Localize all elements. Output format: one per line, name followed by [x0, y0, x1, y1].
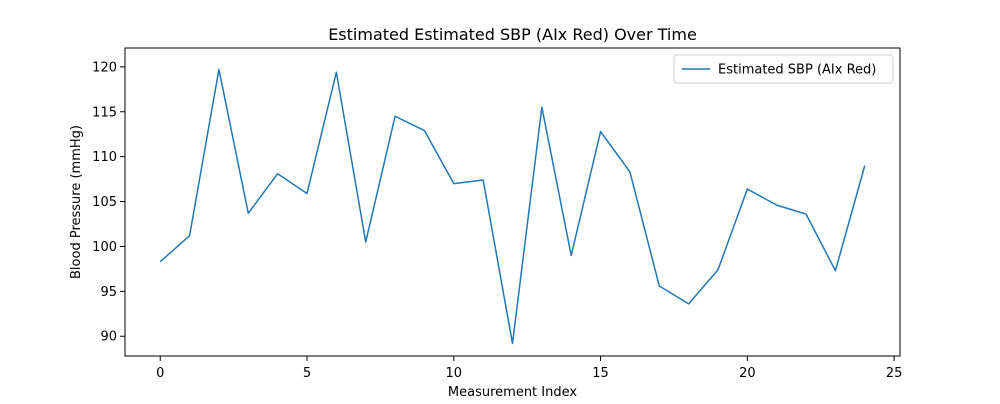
y-tick-label: 120 [92, 60, 117, 75]
y-tick-label: 100 [92, 240, 117, 255]
y-axis: 90 95 100 105 110 115 120 [92, 60, 125, 345]
y-tick-label: 110 [92, 150, 117, 165]
x-tick-label: 15 [592, 366, 609, 381]
legend-box [673, 54, 894, 84]
y-tick-label: 115 [92, 105, 117, 120]
y-tick-label: 95 [100, 285, 117, 300]
legend-label: Estimated SBP (AIx Red) [718, 63, 876, 78]
x-tick-label: 0 [156, 366, 164, 381]
series-line [159, 68, 866, 345]
x-tick-label: 25 [886, 366, 903, 381]
y-tick-label: 105 [92, 195, 117, 210]
y-tick-label: 90 [100, 330, 117, 345]
x-axis: 0 5 10 15 20 25 [156, 356, 902, 381]
plot-area [124, 47, 901, 357]
chart-title: Estimated Estimated SBP (AIx Red) Over T… [328, 25, 697, 44]
x-tick-label: 5 [303, 366, 311, 381]
x-axis-label: Measurement Index [448, 385, 577, 400]
x-tick-label: 10 [446, 366, 463, 381]
plot-frame [124, 47, 901, 357]
x-tick-label: 20 [739, 366, 756, 381]
series-layer [159, 68, 866, 345]
legend: Estimated SBP (AIx Red) [673, 54, 894, 84]
y-axis-label: Blood Pressure (mmHg) [69, 125, 84, 279]
